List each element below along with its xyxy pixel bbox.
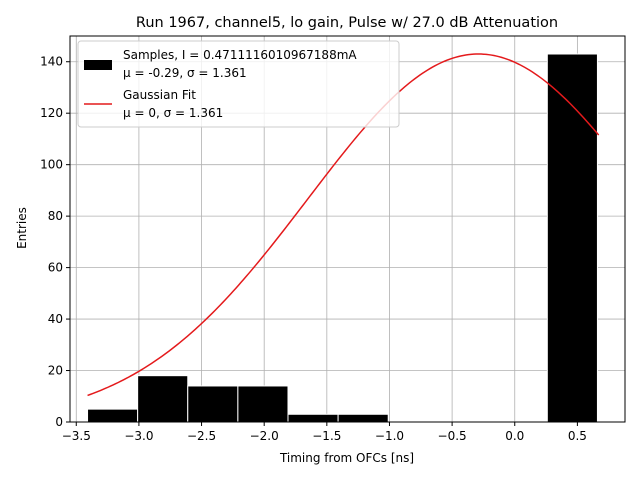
gaussian-fit-line	[87, 53, 600, 397]
y-tick-label: 100	[40, 158, 63, 172]
x-tick-label: −3.0	[124, 429, 153, 443]
legend-fit-label: Gaussian Fit	[123, 88, 196, 102]
plot-frame	[69, 35, 626, 423]
fit-curve	[87, 53, 600, 397]
x-axis-ticks: −3.5 −3.0 −2.5 −2.0 −1.5 −1.0 −0.5 0.0 0.5	[62, 422, 587, 443]
histogram-bar	[287, 413, 339, 423]
legend-fit-stats: μ = 0, σ = 1.361	[123, 106, 223, 120]
x-tick-label: −1.5	[312, 429, 341, 443]
y-tick-label: 60	[48, 261, 63, 275]
histogram-bar	[546, 53, 598, 423]
x-tick-label: −2.5	[187, 429, 216, 443]
legend-samples-label: Samples, I = 0.4711116010967188mA	[123, 48, 357, 62]
x-tick-label: 0.0	[505, 429, 524, 443]
histogram-bar	[337, 413, 389, 423]
y-tick-label: 140	[40, 55, 63, 69]
y-axis-label: Entries	[15, 207, 29, 249]
legend-samples-stats: μ = -0.29, σ = 1.361	[123, 66, 247, 80]
x-tick-label: −1.0	[375, 429, 404, 443]
x-tick-label: −3.5	[62, 429, 91, 443]
histogram-bar	[187, 385, 239, 423]
y-tick-label: 0	[55, 415, 63, 429]
y-tick-label: 80	[48, 209, 63, 223]
x-tick-label: −2.0	[250, 429, 279, 443]
legend-swatch-samples	[84, 60, 112, 70]
y-tick-label: 120	[40, 106, 63, 120]
y-tick-label: 20	[48, 364, 63, 378]
histogram-bar	[87, 408, 139, 423]
y-tick-label: 40	[48, 312, 63, 326]
legend-box	[77, 40, 400, 128]
y-axis-ticks: 0 20 40 60 80 100 120 140	[40, 55, 70, 429]
histogram-bar	[137, 375, 189, 423]
x-tick-label: 0.5	[568, 429, 587, 443]
x-tick-label: −0.5	[438, 429, 467, 443]
legend: Samples, I = 0.4711116010967188mA μ = -0…	[77, 40, 400, 128]
chart-title: Run 1967, channel5, lo gain, Pulse w/ 27…	[136, 15, 558, 31]
histogram-bar	[237, 385, 289, 423]
x-axis-label: Timing from OFCs [ns]	[279, 451, 414, 465]
